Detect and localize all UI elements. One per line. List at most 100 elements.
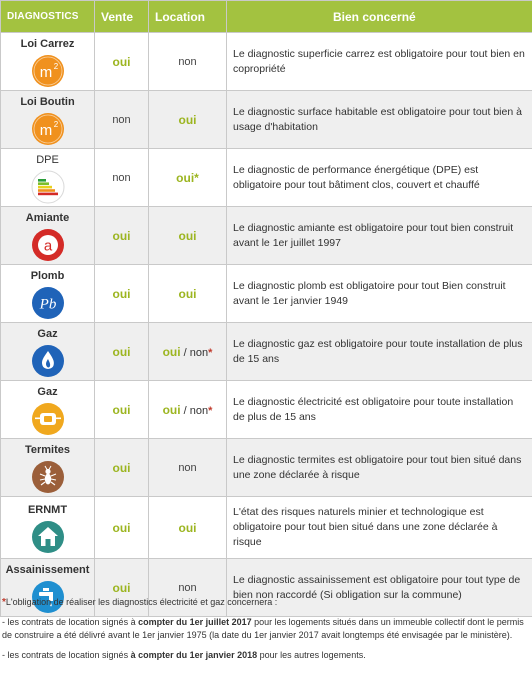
diagnostic-name-cell: Assainissement	[0, 558, 95, 617]
bien-concerne-text: Le diagnostic superficie carrez est obli…	[226, 32, 532, 91]
vente-value: oui	[112, 460, 131, 475]
header-diagnostics: Diagnostics	[0, 0, 95, 33]
table-row: Assainissement oui non Le diagnostic ass…	[0, 558, 532, 617]
location-cell: oui*	[148, 148, 227, 207]
location-cell: non	[148, 438, 227, 497]
location-value: non	[178, 581, 197, 594]
diagnostic-name: Assainissement	[5, 563, 90, 576]
table-row: Plomb Pb oui oui Le diagnostic plomb est…	[0, 264, 532, 323]
table-row: Gaz oui oui / non* Le diagnostic gaz est…	[0, 322, 532, 381]
diagnostic-name: Loi Boutin	[20, 95, 75, 108]
diagnostic-name: Gaz	[37, 385, 58, 398]
diagnostic-name-cell: Loi Carrez m 2	[0, 32, 95, 91]
bien-concerne-text: Le diagnostic termites est obligatoire p…	[226, 438, 532, 497]
svg-text:m: m	[39, 64, 52, 81]
vente-cell: oui	[94, 380, 149, 439]
footnote-item-1: - les contrats de location signés à comp…	[2, 616, 532, 642]
diagnostic-name-cell: DPE	[0, 148, 95, 207]
bien-concerne-text: Le diagnostic gaz est obligatoire pour t…	[226, 322, 532, 381]
footnote-item-2-pre: - les contrats de location signés	[2, 650, 131, 660]
footnote-item-2: - les contrats de location signés à comp…	[2, 649, 532, 662]
location-cell: oui	[148, 496, 227, 559]
location-value: oui	[178, 228, 197, 243]
location-value: oui	[178, 112, 197, 127]
location-cell: oui	[148, 90, 227, 149]
footnote-asterisk: *	[2, 597, 6, 608]
diagnostic-name: DPE	[36, 153, 59, 166]
footnote-item-1-pre: - les contrats de location signés à	[2, 617, 139, 627]
vente-cell: oui	[94, 264, 149, 323]
vente-value: oui	[112, 228, 131, 243]
table-header-row: Diagnostics Vente Location Bien concerné	[0, 0, 532, 33]
vente-cell: non	[94, 90, 149, 149]
svg-text:a: a	[43, 237, 52, 254]
table-row: Amiante a oui oui Le diagnostic amiante …	[0, 206, 532, 265]
electric-plug-icon	[31, 402, 64, 435]
bien-concerne-text: Le diagnostic assainissement est obligat…	[226, 558, 532, 617]
diagnostic-name-cell: Termites	[0, 438, 95, 497]
location-cell: non	[148, 32, 227, 91]
svg-text:Pb: Pb	[38, 296, 56, 312]
lead-pb-icon: Pb	[31, 286, 64, 319]
location-value: oui	[162, 344, 181, 359]
diagnostic-name: Gaz	[37, 327, 58, 340]
svg-text:m: m	[39, 122, 52, 139]
vente-value: non	[112, 113, 131, 126]
location-value: oui	[162, 402, 181, 417]
diagnostic-name: Plomb	[30, 269, 65, 282]
bien-concerne-text: Le diagnostic électricité est obligatoir…	[226, 380, 532, 439]
table-row: DPE non oui* Le diagnostic de performanc…	[0, 148, 532, 207]
gas-flame-icon	[31, 344, 64, 377]
footnote-item-1-post: pour les logements situés dans un immeub…	[2, 617, 524, 640]
house-risk-icon	[31, 520, 64, 553]
vente-value: oui	[112, 520, 131, 535]
diagnostic-name-cell: Loi Boutin m 2	[0, 90, 95, 149]
svg-text:2: 2	[53, 120, 58, 129]
bien-concerne-text: Le diagnostic de performance énergétique…	[226, 148, 532, 207]
table-row: Loi Carrez m 2 oui non Le diagnostic sup…	[0, 32, 532, 91]
vente-cell: oui	[94, 438, 149, 497]
svg-text:2: 2	[53, 62, 58, 71]
footnotes: *L'obligation de réaliser les diagnostic…	[0, 596, 532, 669]
m2-icon: m 2	[31, 112, 64, 145]
location-non-asterisk: / non*	[183, 404, 213, 417]
footnote-item-2-bold: à compter du 1er janvier 2018	[130, 650, 258, 660]
footnote-intro: *L'obligation de réaliser les diagnostic…	[2, 596, 532, 609]
footnote-item-2-post: pour les autres logements.	[257, 650, 366, 660]
vente-cell: oui	[94, 32, 149, 91]
header-vente: Vente	[94, 0, 149, 33]
bien-concerne-text: Le diagnostic amiante est obligatoire po…	[226, 206, 532, 265]
location-cell: oui / non*	[148, 322, 227, 381]
table-row: Termites oui non Le diagnostic termites …	[0, 438, 532, 497]
location-value: oui	[178, 286, 197, 301]
vente-cell: non	[94, 148, 149, 207]
header-location: Location	[148, 0, 227, 33]
diagnostic-name-cell: Amiante a	[0, 206, 95, 265]
vente-value: non	[112, 171, 131, 184]
diagnostic-name-cell: ERNMT	[0, 496, 95, 559]
diagnostic-name: Loi Carrez	[20, 37, 75, 50]
location-value: non	[178, 461, 197, 474]
vente-value: oui	[112, 344, 131, 359]
diagnostic-name-cell: Gaz	[0, 322, 95, 381]
vente-cell: oui	[94, 322, 149, 381]
header-bien-concerne: Bien concerné	[226, 0, 532, 33]
vente-cell: oui	[94, 558, 149, 617]
location-value: non	[178, 55, 197, 68]
location-value: oui	[178, 520, 197, 535]
bien-concerne-text: Le diagnostic plomb est obligatoire pour…	[226, 264, 532, 323]
asterisk-mark: *	[208, 404, 213, 417]
diagnostic-name: Termites	[24, 443, 71, 456]
footnote-intro-text: L'obligation de réaliser les diagnostics…	[5, 597, 278, 607]
vente-value: oui	[112, 286, 131, 301]
vente-value: oui	[112, 402, 131, 417]
diagnostic-name-cell: Plomb Pb	[0, 264, 95, 323]
diagnostic-name: ERNMT	[27, 503, 68, 516]
location-cell: oui	[148, 264, 227, 323]
m2-icon: m 2	[31, 54, 64, 87]
bien-concerne-text: L'état des risques naturels minier et te…	[226, 496, 532, 559]
asbestos-a-icon: a	[31, 228, 64, 261]
diagnostics-table: Diagnostics Vente Location Bien concerné…	[0, 0, 532, 617]
bien-concerne-text: Le diagnostic surface habitable est obli…	[226, 90, 532, 149]
location-asterisk: *	[194, 170, 199, 185]
